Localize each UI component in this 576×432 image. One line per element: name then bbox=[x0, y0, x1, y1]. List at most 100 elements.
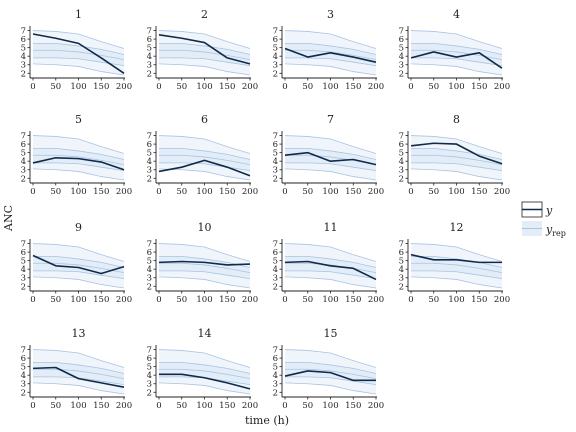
y-tick-label: 3 bbox=[21, 274, 26, 284]
x-tick-label: 100 bbox=[322, 82, 338, 92]
band-line-outer-upper bbox=[284, 349, 377, 368]
band-line-outer-lower bbox=[284, 168, 377, 181]
y-tick-label: 6 bbox=[273, 35, 278, 45]
x-tick-label: 150 bbox=[219, 401, 235, 411]
y-tick-label: 7 bbox=[21, 346, 26, 356]
band-line-inner-upper bbox=[33, 42, 125, 55]
y-tick-label: 7 bbox=[273, 132, 278, 142]
band-line-inner-lower bbox=[33, 270, 125, 279]
band-line-inner-upper bbox=[285, 42, 377, 55]
x-tick-label: 200 bbox=[116, 401, 132, 411]
x-tick-label: 150 bbox=[345, 82, 361, 92]
y-tick-label: 4 bbox=[399, 52, 404, 62]
y-tick-label: 7 bbox=[21, 27, 26, 37]
y-tick-label: 5 bbox=[21, 149, 26, 159]
observed-line bbox=[410, 51, 503, 69]
y-tick-label: 7 bbox=[399, 240, 404, 250]
x-tick-label: 50 bbox=[428, 295, 439, 305]
y-tick-label: 2 bbox=[21, 388, 26, 398]
y-tick-label: 2 bbox=[147, 69, 152, 79]
band-line-inner-lower bbox=[285, 270, 377, 279]
y-tick-label: 5 bbox=[399, 44, 404, 54]
panel-title: 6 bbox=[201, 113, 208, 126]
band-line-outer-lower bbox=[410, 63, 503, 76]
x-tick-label: 50 bbox=[302, 295, 313, 305]
x-tick-label: 150 bbox=[93, 295, 109, 305]
band-line-median bbox=[285, 49, 377, 61]
observed-line bbox=[284, 260, 377, 281]
x-tick-label: 100 bbox=[196, 401, 212, 411]
observed-line bbox=[284, 47, 377, 63]
x-tick-label: 0 bbox=[156, 295, 161, 305]
x-tick-label: 100 bbox=[322, 401, 338, 411]
band-line-inner-lower bbox=[411, 57, 503, 66]
band-line-inner-lower bbox=[285, 57, 377, 66]
y-tick-label: 7 bbox=[147, 240, 152, 250]
y-tick-label: 4 bbox=[273, 52, 278, 62]
x-tick-label: 50 bbox=[428, 82, 439, 92]
y-tick-label: 7 bbox=[147, 346, 152, 356]
y-tick-label: 4 bbox=[147, 371, 152, 381]
band-line-median bbox=[33, 49, 125, 61]
x-tick-label: 0 bbox=[30, 401, 35, 411]
x-tick-label: 150 bbox=[345, 295, 361, 305]
y-tick-label: 6 bbox=[21, 354, 26, 364]
band-line-outer-lower bbox=[284, 63, 377, 76]
band-line-median bbox=[411, 49, 503, 61]
panel-title: 1 bbox=[75, 8, 82, 21]
x-tick-label: 100 bbox=[322, 187, 338, 197]
y-tick-label: 6 bbox=[273, 140, 278, 150]
y-tick-label: 4 bbox=[273, 157, 278, 167]
band-line-outer-lower bbox=[32, 168, 125, 181]
x-tick-label: 0 bbox=[282, 82, 287, 92]
x-tick-label: 150 bbox=[471, 82, 487, 92]
band-line-outer-lower bbox=[32, 276, 125, 289]
y-tick-label: 6 bbox=[147, 35, 152, 45]
legend-yrep-sub: rep bbox=[552, 229, 566, 238]
observed-line bbox=[158, 34, 251, 65]
x-tick-label: 50 bbox=[176, 82, 187, 92]
x-tick-label: 100 bbox=[322, 295, 338, 305]
band-line-median bbox=[285, 368, 377, 380]
x-tick-label: 100 bbox=[448, 295, 464, 305]
inner-band bbox=[411, 43, 502, 66]
y-tick-label: 4 bbox=[399, 157, 404, 167]
y-tick-label: 7 bbox=[21, 240, 26, 250]
panel-title: 8 bbox=[453, 113, 460, 126]
x-tick-label: 50 bbox=[302, 187, 313, 197]
band-line-median bbox=[159, 154, 251, 166]
x-tick-label: 100 bbox=[70, 401, 86, 411]
band-line-outer-upper bbox=[410, 135, 503, 154]
y-tick-label: 6 bbox=[147, 140, 152, 150]
x-tick-label: 0 bbox=[156, 187, 161, 197]
y-tick-label: 4 bbox=[21, 371, 26, 381]
y-tick-label: 2 bbox=[147, 388, 152, 398]
band-line-outer-upper bbox=[284, 135, 377, 154]
band-line-outer-upper bbox=[410, 243, 503, 262]
x-tick-label: 0 bbox=[30, 295, 35, 305]
band-line-inner-lower bbox=[285, 376, 377, 385]
y-tick-label: 3 bbox=[147, 166, 152, 176]
x-tick-label: 200 bbox=[368, 187, 384, 197]
x-tick-label: 0 bbox=[408, 295, 413, 305]
band-line-outer-upper bbox=[158, 349, 251, 368]
y-tick-label: 7 bbox=[21, 132, 26, 142]
y-tick-label: 5 bbox=[273, 363, 278, 373]
x-tick-label: 100 bbox=[448, 187, 464, 197]
y-tick-label: 7 bbox=[147, 27, 152, 37]
x-tick-label: 0 bbox=[282, 187, 287, 197]
y-tick-label: 2 bbox=[147, 282, 152, 292]
x-tick-label: 50 bbox=[302, 82, 313, 92]
x-tick-label: 0 bbox=[156, 401, 161, 411]
x-tick-label: 150 bbox=[345, 187, 361, 197]
band-line-median bbox=[159, 262, 251, 274]
x-tick-label: 200 bbox=[242, 82, 258, 92]
